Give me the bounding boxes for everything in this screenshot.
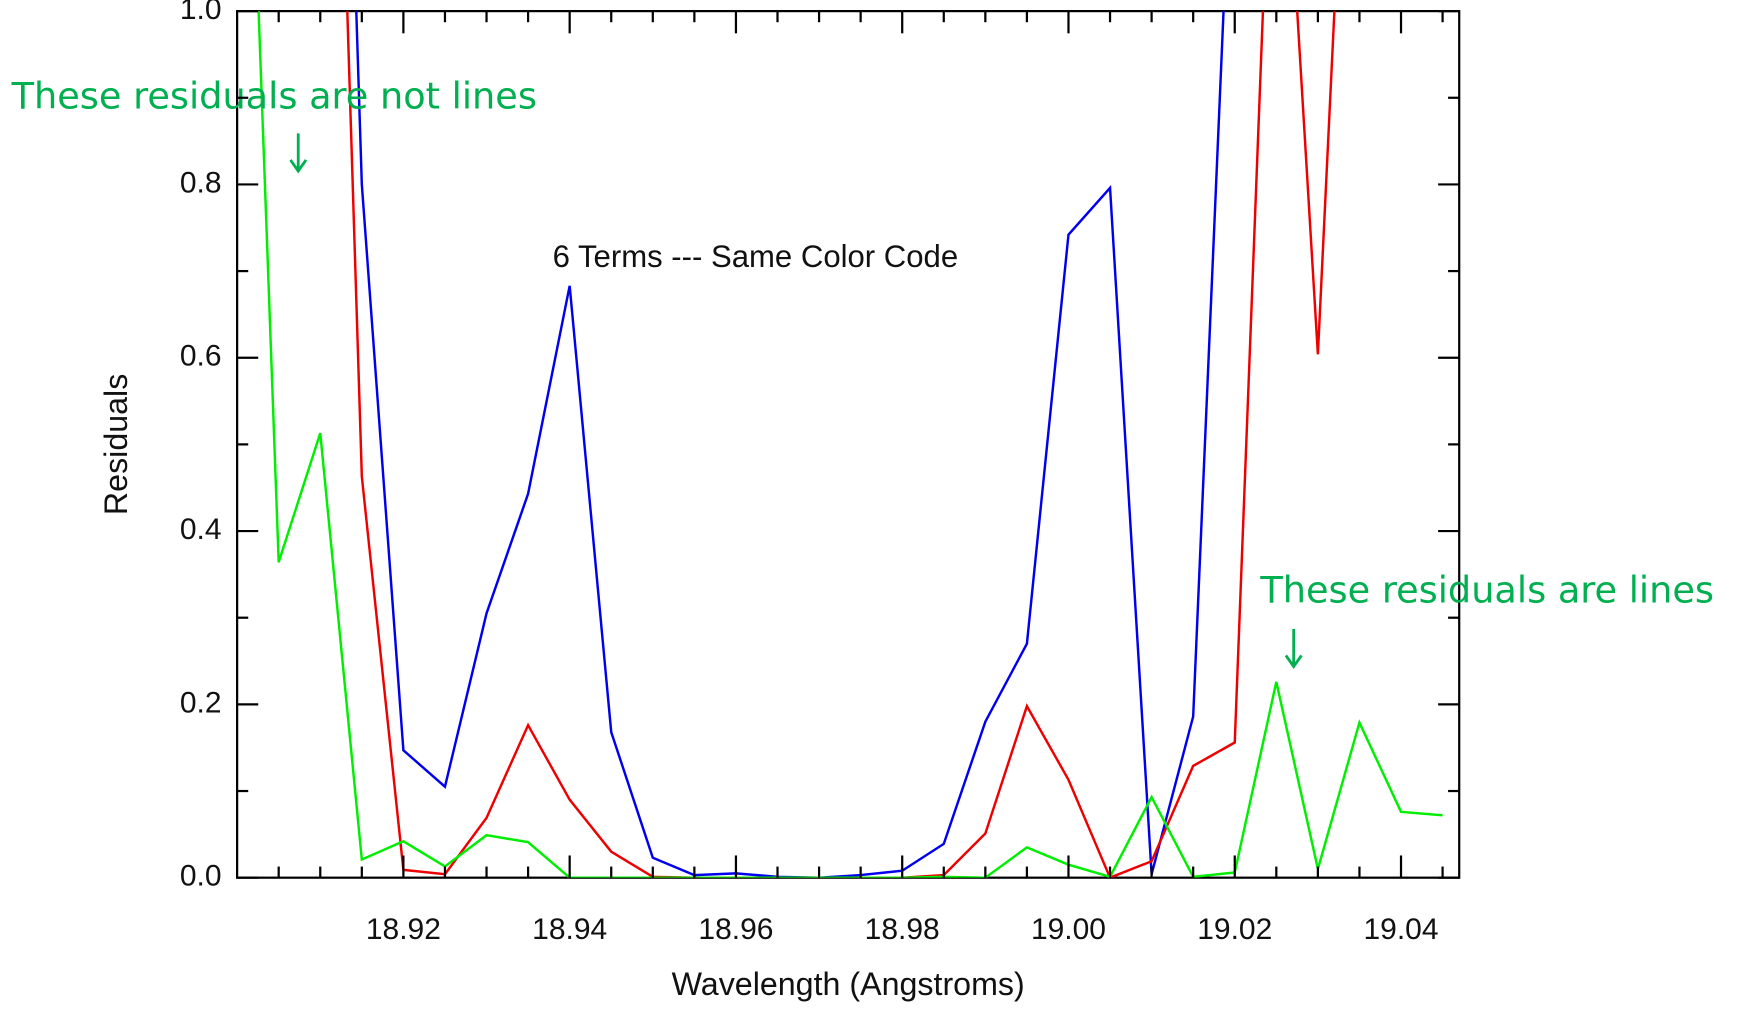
annotation: 6 Terms --- Same Color Code: [553, 239, 959, 274]
x-tick-label: 19.00: [1031, 913, 1106, 946]
lines: [257, 11, 1443, 878]
y-tick-label: 0.2: [180, 686, 222, 719]
plot-frame: [236, 9, 1461, 879]
y-tick-label: 0.0: [180, 860, 222, 893]
x-tick-label: 19.02: [1197, 913, 1272, 946]
data-line: [346, 11, 1336, 878]
x-tick-label: 18.92: [366, 913, 441, 946]
y-tick-label: 0.4: [180, 513, 222, 546]
y-axis-label: Residuals: [98, 374, 134, 515]
annotation: These residuals are not lines: [11, 74, 537, 117]
x-tick-label: 18.98: [865, 913, 940, 946]
y-tick-label: 1.0: [180, 0, 222, 26]
y-tick-label: 0.8: [180, 166, 222, 199]
data-line: [355, 11, 1225, 878]
x-tick-label: 18.94: [532, 913, 607, 946]
arrow: [1284, 628, 1303, 670]
x-tick-label: 19.04: [1363, 913, 1438, 946]
annotation: These residuals are lines: [1259, 569, 1714, 612]
y-tick-label: 0.6: [180, 340, 222, 373]
x-tick-label: 18.96: [698, 913, 773, 946]
x-axis-label: Wavelength (Angstroms): [672, 966, 1025, 1002]
data-line: [257, 11, 1443, 878]
arrow: [289, 133, 308, 174]
arrows: [289, 133, 1303, 670]
